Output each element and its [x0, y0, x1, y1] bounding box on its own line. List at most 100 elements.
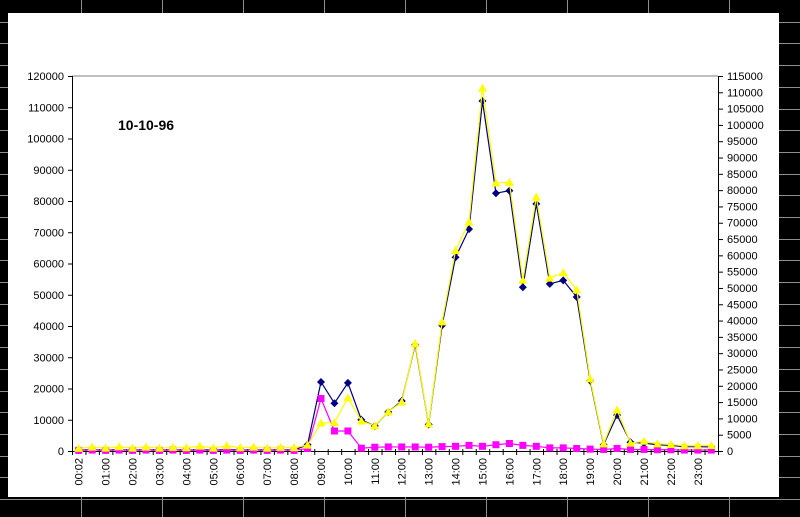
x-axis-labels: 00:02 01:00 02:00 03:00 04:00 05:00 06:00 07:00…	[74, 458, 705, 486]
triangle-marker	[168, 442, 178, 451]
right-axis-tick-label: 25000	[727, 364, 758, 376]
square-marker	[680, 446, 688, 454]
triangle-marker	[289, 443, 299, 452]
square-marker	[707, 446, 715, 454]
yellow-triangle-series	[74, 83, 716, 452]
x-axis-tick-label: 09:00	[316, 458, 328, 486]
diamond-marker	[518, 283, 527, 292]
x-axis-tick-label: 20:00	[612, 458, 624, 486]
triangle-marker	[101, 443, 111, 452]
square-marker	[223, 446, 231, 454]
triangle-marker	[276, 442, 286, 451]
diamond-marker	[559, 276, 568, 285]
left-axis-tick-label: 80000	[33, 196, 64, 208]
triangle-marker	[383, 407, 393, 416]
chart-background	[8, 13, 779, 497]
left-axis-tick-label: 40000	[33, 321, 64, 333]
triangle-marker	[437, 317, 447, 326]
left-axis-tick-label: 120000	[27, 71, 64, 83]
square-marker	[573, 445, 581, 452]
left-axis-tick-label: 90000	[33, 165, 64, 177]
square-marker	[600, 445, 608, 453]
triangle-marker	[464, 217, 474, 226]
left-axis-tick-label: 70000	[33, 227, 64, 239]
diamond-marker	[316, 377, 325, 386]
x-axis-tick-label: 01:00	[101, 458, 113, 486]
square-marker	[627, 445, 635, 453]
triangle-marker	[424, 419, 434, 428]
left-axis-tick-label: 110000	[28, 102, 64, 114]
triangle-marker	[154, 443, 164, 452]
triangle-marker	[343, 393, 353, 402]
right-axis-tick-label: 70000	[727, 218, 758, 230]
left-axis-tick-label: 30000	[33, 352, 64, 364]
diamond-marker	[545, 279, 554, 288]
triangle-marker	[128, 443, 138, 452]
triangle-marker	[87, 442, 97, 451]
triangle-marker	[235, 443, 245, 452]
right-axis-tick-label: 60000	[727, 250, 758, 262]
triangle-marker	[410, 338, 420, 347]
right-axis-tick-label: 85000	[727, 169, 758, 181]
x-axis-tick-label: 15:00	[477, 458, 489, 486]
square-marker	[613, 445, 621, 452]
triangle-marker	[222, 441, 232, 450]
square-marker	[330, 427, 338, 435]
right-axis-tick-label: 55000	[727, 267, 758, 279]
right-axis-tick-label: 20000	[727, 381, 758, 393]
x-axis-tick-label: 08:00	[289, 458, 301, 486]
right-axis-tick-label: 5000	[727, 430, 751, 442]
diamond-marker	[330, 399, 339, 408]
left-axis-tick-label: 60000	[33, 259, 64, 271]
right-axis-tick-label: 65000	[727, 234, 758, 246]
diamond-marker	[572, 292, 581, 301]
x-axis-tick-label: 21:00	[639, 458, 651, 486]
triangle-marker	[451, 245, 461, 254]
chart-title: 10-10-96	[118, 117, 174, 133]
triangle-marker	[249, 442, 259, 451]
right-axis-tick-label: 110000	[727, 87, 763, 99]
triangle-marker	[74, 443, 84, 452]
square-marker	[532, 442, 540, 450]
square-marker	[317, 395, 325, 402]
square-marker	[411, 443, 419, 451]
right-axis-tick-label: 95000	[727, 136, 758, 148]
triangle-marker	[195, 441, 205, 450]
square-marker	[492, 441, 500, 449]
triangle-marker	[397, 397, 407, 406]
right-axis-tick-label: 0	[727, 446, 733, 458]
x-axis-tick-label: 14:00	[451, 458, 463, 486]
x-axis-tick-label: 03:00	[154, 458, 166, 486]
x-axis-tick-label: 04:00	[181, 458, 193, 486]
triangle-marker	[545, 273, 555, 282]
right-axis-tick-label: 75000	[727, 201, 758, 213]
square-marker	[425, 443, 433, 451]
triangle-marker	[114, 442, 124, 451]
triangle-marker	[141, 442, 151, 451]
square-marker	[465, 441, 473, 449]
x-axis-tick-label: 18:00	[558, 458, 570, 486]
left-axis-tick-label: 20000	[33, 384, 64, 396]
diamond-marker	[491, 189, 500, 198]
right-axis-tick-label: 50000	[727, 283, 758, 295]
right-axis-tick-label: 100000	[727, 120, 764, 132]
triangle-marker	[303, 440, 313, 449]
right-axis-tick-label: 80000	[727, 185, 758, 197]
triangle-marker	[626, 438, 636, 447]
triangle-marker	[316, 418, 326, 427]
square-marker	[452, 442, 460, 450]
triangle-marker	[491, 178, 501, 187]
right-axis-tick-label: 90000	[727, 153, 758, 165]
left-axis-tick-label: 50000	[33, 290, 64, 302]
x-axis-tick-label: 22:00	[666, 458, 678, 486]
triangle-marker	[585, 374, 595, 383]
triangle-marker	[208, 443, 218, 452]
triangle-marker	[693, 441, 703, 450]
triangle-marker	[599, 439, 609, 448]
x-axis-tick-label: 06:00	[235, 458, 247, 486]
x-axis-tick-label: 17:00	[531, 458, 543, 486]
x-axis-tick-label: 16:00	[504, 458, 516, 486]
square-marker	[559, 444, 567, 452]
